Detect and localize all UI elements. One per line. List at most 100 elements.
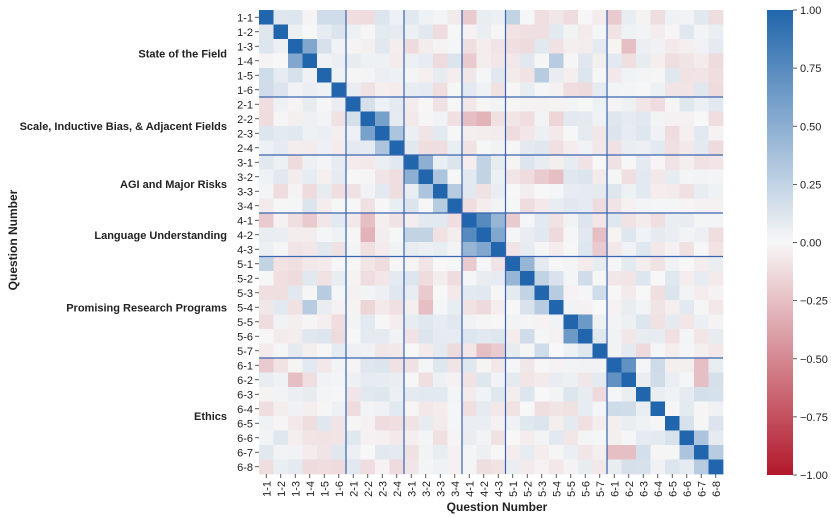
heatmap-cell	[462, 140, 477, 156]
x-tick-label: 6-5	[667, 481, 679, 497]
heatmap-cell	[346, 300, 361, 315]
y-tick-label: 1-5	[237, 70, 253, 82]
heatmap-cell	[505, 445, 521, 460]
heatmap-cell	[563, 24, 579, 40]
heatmap-cell	[447, 372, 463, 388]
heatmap-cell	[288, 184, 303, 199]
heatmap-cell	[476, 329, 492, 344]
heatmap-cell	[534, 140, 550, 156]
heatmap-cell	[520, 213, 535, 228]
heatmap-cell	[259, 285, 274, 301]
heatmap-cell	[447, 343, 463, 359]
heatmap-cell	[331, 343, 347, 359]
heatmap-cell	[665, 358, 680, 373]
heatmap-cell	[317, 111, 332, 127]
heatmap-cell	[302, 53, 318, 69]
heatmap-cell	[592, 459, 608, 475]
heatmap-cell	[462, 68, 477, 83]
heatmap-cell	[302, 126, 318, 141]
heatmap-cell	[665, 227, 680, 243]
heatmap-cell	[563, 445, 579, 460]
colorbar-ticks: 1.00 0.75 0.50 0.25 0.00 −0.25 −0.50 −0.75 −1.00	[793, 5, 828, 482]
y-tick-label: 5-4	[237, 302, 253, 314]
heatmap-cell	[433, 82, 448, 98]
heatmap-cell	[418, 126, 434, 141]
heatmap-cell	[433, 53, 448, 69]
heatmap-cell	[259, 169, 274, 185]
x-tick-label: 3-3	[435, 481, 447, 497]
heatmap-cell	[607, 387, 622, 402]
y-tick-label: 2-4	[237, 143, 253, 155]
x-tick-label: 1-6	[334, 481, 346, 497]
heatmap-cell	[607, 445, 622, 460]
heatmap-cell	[447, 68, 463, 83]
heatmap-cell	[302, 445, 318, 460]
heatmap-cell	[462, 416, 477, 431]
heatmap-cell	[331, 184, 347, 199]
heatmap-cell	[578, 271, 593, 286]
heatmap-cell	[520, 314, 535, 330]
colorbar-tick-label: −0.75	[800, 412, 828, 424]
heatmap-cell	[476, 271, 492, 286]
heatmap-cell	[331, 140, 347, 156]
heatmap-cell	[302, 82, 318, 98]
heatmap-cell	[360, 387, 376, 402]
heatmap-cell	[592, 53, 608, 69]
heatmap-cell	[389, 416, 405, 431]
heatmap-cell	[665, 39, 680, 54]
heatmap-cell	[404, 97, 419, 112]
heatmap-cell	[259, 430, 274, 446]
heatmap-cell	[650, 459, 666, 475]
heatmap-cell	[404, 198, 419, 214]
y-tick-label: 1-1	[237, 12, 253, 24]
heatmap-cell	[375, 430, 390, 446]
heatmap-cell	[578, 343, 593, 359]
heatmap-cell	[375, 68, 390, 83]
heatmap-cell	[476, 242, 492, 257]
heatmap-cell	[346, 24, 361, 40]
heatmap-cell	[694, 271, 709, 286]
heatmap-cell	[607, 155, 622, 170]
heatmap-cell	[549, 430, 564, 446]
heatmap-cell	[288, 271, 303, 286]
heatmap-cell	[389, 155, 405, 170]
heatmap-cell	[404, 358, 419, 373]
heatmap-cell	[375, 445, 390, 460]
heatmap-cell	[679, 126, 695, 141]
heatmap-cell	[607, 111, 622, 127]
heatmap-cell	[679, 227, 695, 243]
heatmap-cell	[418, 10, 434, 25]
heatmap-cell	[607, 329, 622, 344]
heatmap-cell	[404, 372, 419, 388]
heatmap-cell	[462, 401, 477, 417]
heatmap-cell	[273, 97, 289, 112]
heatmap-cell	[418, 358, 434, 373]
heatmap-cell	[505, 82, 521, 98]
heatmap-cell	[302, 184, 318, 199]
heatmap-cell	[665, 387, 680, 402]
heatmap-cell	[259, 140, 274, 156]
y-tick-label: 5-5	[237, 317, 253, 329]
heatmap-cell	[433, 256, 448, 272]
heatmap-cell	[447, 169, 463, 185]
heatmap-cell	[491, 227, 506, 243]
heatmap-cell	[621, 111, 637, 127]
heatmap-cell	[389, 343, 405, 359]
heatmap-cell	[476, 198, 492, 214]
heatmap-cell	[650, 401, 666, 417]
heatmap-cell	[433, 184, 448, 199]
heatmap-cell	[389, 401, 405, 417]
y-tick-label: 2-2	[237, 114, 253, 126]
heatmap-cell	[607, 459, 622, 475]
heatmap-cell	[389, 169, 405, 185]
heatmap-cell	[636, 387, 651, 402]
heatmap-cell	[418, 155, 434, 170]
heatmap-cell	[534, 300, 550, 315]
heatmap-cell	[549, 314, 564, 330]
y-tick-label: 6-1	[237, 360, 253, 372]
heatmap-cell	[505, 140, 521, 156]
heatmap-cell	[346, 184, 361, 199]
heatmap-cell	[621, 358, 637, 373]
x-tick-label: 5-6	[580, 481, 592, 497]
heatmap-cell	[665, 430, 680, 446]
